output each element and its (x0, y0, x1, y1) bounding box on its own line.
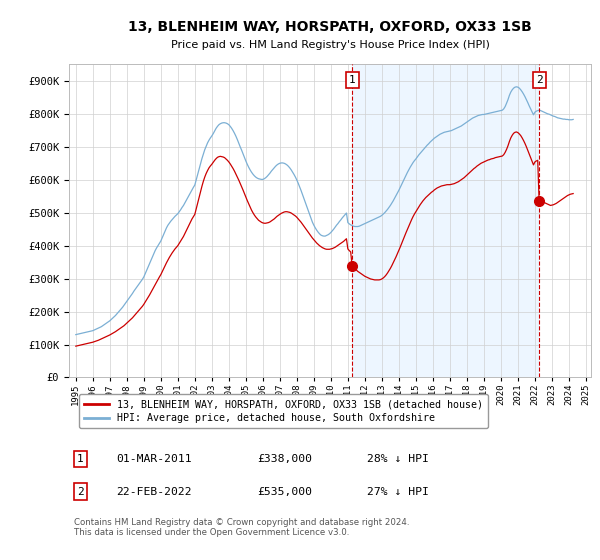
Text: £338,000: £338,000 (257, 454, 312, 464)
Text: Contains HM Land Registry data © Crown copyright and database right 2024.
This d: Contains HM Land Registry data © Crown c… (74, 517, 410, 537)
Text: 01-MAR-2011: 01-MAR-2011 (116, 454, 191, 464)
Text: 27% ↓ HPI: 27% ↓ HPI (367, 487, 428, 497)
Bar (352, 64, 539, 377)
Text: 28% ↓ HPI: 28% ↓ HPI (367, 454, 428, 464)
Legend: 13, BLENHEIM WAY, HORSPATH, OXFORD, OX33 1SB (detached house), HPI: Average pric: 13, BLENHEIM WAY, HORSPATH, OXFORD, OX33… (79, 394, 488, 428)
Text: 2: 2 (77, 487, 84, 497)
Text: Price paid vs. HM Land Registry's House Price Index (HPI): Price paid vs. HM Land Registry's House … (170, 40, 490, 50)
Text: 22-FEB-2022: 22-FEB-2022 (116, 487, 191, 497)
Text: 1: 1 (77, 454, 84, 464)
Text: 2: 2 (536, 76, 542, 85)
Text: 1: 1 (349, 76, 355, 85)
Text: £535,000: £535,000 (257, 487, 312, 497)
Text: 13, BLENHEIM WAY, HORSPATH, OXFORD, OX33 1SB: 13, BLENHEIM WAY, HORSPATH, OXFORD, OX33… (128, 20, 532, 34)
